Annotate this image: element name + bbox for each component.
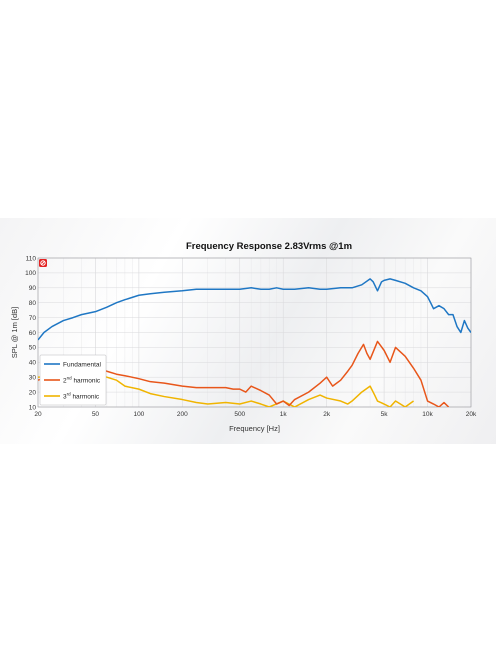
y-axis-label: SPL @ 1m [dB] [10, 307, 19, 359]
chart-panel: Frequency Response 2.83Vrms @1m 20 50 100 2… [0, 218, 496, 444]
series-line-fundamental [38, 278, 471, 341]
x-tick-label: 1k [280, 411, 288, 418]
y-tick-label: 20 [29, 389, 37, 396]
y-tick-label: 50 [29, 345, 37, 352]
series-line-2nd-harmonic [38, 340, 450, 407]
series-line-3rd-harmonic [38, 371, 414, 407]
legend-label: 3rd harmonic [63, 392, 100, 401]
y-tick-label: 10 [29, 404, 37, 411]
y-tick-label: 100 [25, 270, 36, 277]
legend-label: 2nd harmonic [63, 376, 101, 385]
y-tick-label: 30 [29, 375, 37, 382]
y-tick-label: 110 [26, 255, 37, 262]
x-axis-label: Frequency [Hz] [229, 424, 280, 433]
y-tick-label: 60 [29, 330, 37, 337]
x-tick-label: 5k [381, 411, 389, 418]
y-tick-label: 40 [29, 360, 37, 367]
frequency-response-chart: Frequency Response 2.83Vrms @1m 20 50 100 2… [10, 241, 477, 433]
x-tick-label: 200 [177, 411, 188, 418]
x-tick-label: 100 [133, 411, 144, 418]
x-tick-label: 50 [92, 411, 100, 418]
x-tick-label: 10k [422, 411, 433, 418]
y-tick-label: 70 [29, 315, 37, 322]
legend: Fundamental 2nd harmonic 3rd harmonic [39, 354, 107, 406]
series-layer [38, 278, 471, 407]
x-tick-label: 2k [323, 411, 331, 418]
tick-labels: 20 50 100 200 500 1k 2k 5k 10k 20k102030405060708… [25, 255, 477, 418]
x-tick-label: 500 [234, 411, 245, 418]
x-tick-label: 20k [466, 411, 477, 418]
y-tick-label: 90 [29, 285, 37, 292]
legend-box [39, 354, 107, 406]
x-tick-label: 20 [34, 411, 42, 418]
y-tick-label: 80 [29, 300, 37, 307]
legend-label: Fundamental [63, 361, 101, 368]
chart-title: Frequency Response 2.83Vrms @1m [186, 241, 352, 252]
brand-logo [39, 259, 47, 267]
